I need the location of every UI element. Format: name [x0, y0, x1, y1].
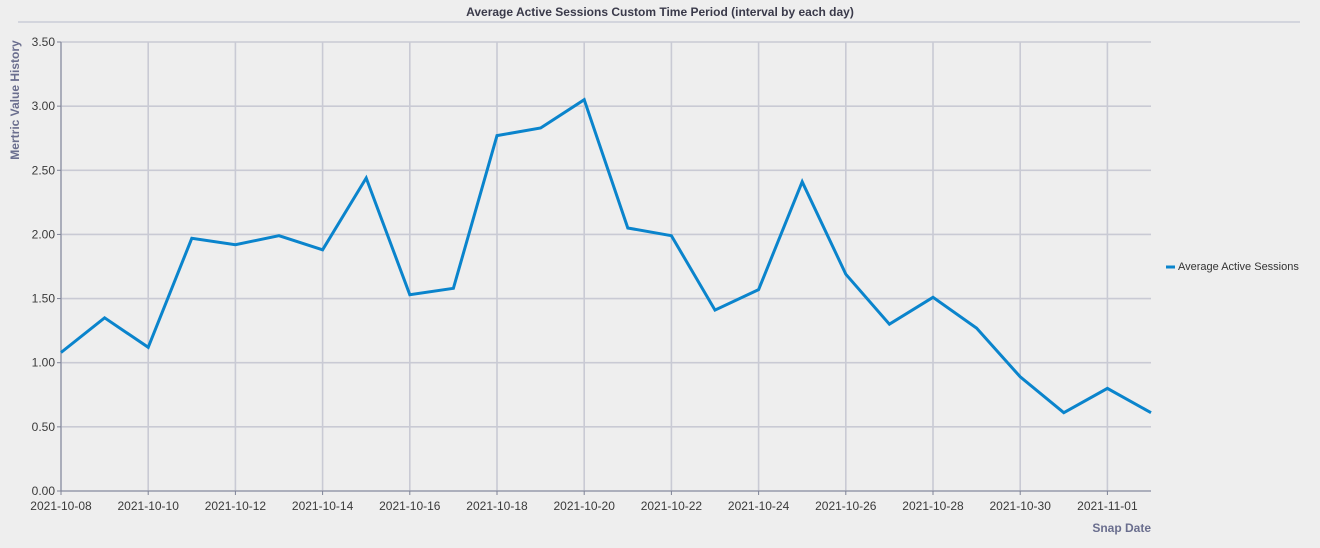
x-tick-label: 2021-11-01: [1077, 499, 1138, 513]
x-axis-title: Snap Date: [1092, 521, 1151, 535]
x-tick-label: 2021-10-24: [728, 499, 790, 513]
x-tick-label: 2021-10-08: [30, 499, 92, 513]
y-tick-label: 1.50: [32, 292, 56, 306]
x-tick-label: 2021-10-16: [379, 499, 441, 513]
y-tick-label: 2.00: [32, 227, 56, 241]
legend-label: Average Active Sessions: [1178, 261, 1299, 273]
x-tick-label: 2021-10-14: [292, 499, 354, 513]
x-tick-label: 2021-10-22: [641, 499, 703, 513]
y-tick-label: 0.50: [32, 420, 56, 434]
x-tick-labels: 2021-10-08 2021-10-10 2021-10-12 2021-10-14…: [30, 499, 1138, 513]
y-axis-title: Mertric Value History: [8, 40, 22, 160]
axes: [57, 41, 1151, 495]
y-tick-label: 2.50: [32, 163, 56, 177]
x-tick-label: 2021-10-10: [118, 499, 180, 513]
y-tick-label: 3.50: [32, 35, 56, 49]
y-tick-labels: 0.00 0.50 1.00 1.50 2.00 2.50 3.00 3.50: [32, 35, 56, 498]
x-tick-label: 2021-10-26: [815, 499, 877, 513]
series-line: [60, 97, 1152, 415]
x-tick-label: 2021-10-30: [990, 499, 1052, 513]
legend: Average Active Sessions: [1166, 261, 1299, 273]
x-tick-label: 2021-10-20: [554, 499, 616, 513]
series-layer: [60, 97, 1152, 415]
grid: [60, 41, 1151, 492]
x-tick-label: 2021-10-18: [466, 499, 528, 513]
x-tick-label: 2021-10-12: [205, 499, 267, 513]
y-tick-label: 3.00: [32, 99, 56, 113]
x-tick-label: 2021-10-28: [902, 499, 964, 513]
y-tick-label: 0.00: [32, 484, 56, 498]
chart-title: Average Active Sessions Custom Time Peri…: [466, 5, 854, 19]
y-tick-label: 1.00: [32, 356, 56, 370]
